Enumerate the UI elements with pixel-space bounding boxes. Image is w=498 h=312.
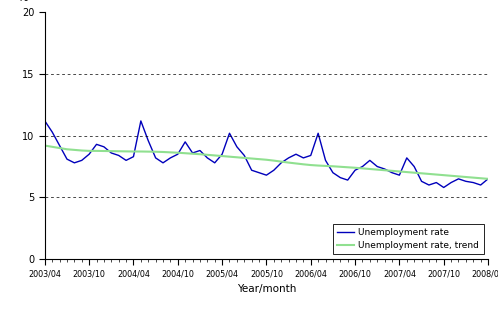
Unemployment rate, trend bbox=[308, 163, 314, 167]
Unemployment rate bbox=[130, 155, 136, 158]
Line: Unemployment rate, trend: Unemployment rate, trend bbox=[45, 146, 488, 179]
Unemployment rate bbox=[278, 161, 284, 165]
Unemployment rate, trend bbox=[42, 144, 48, 148]
Unemployment rate, trend bbox=[278, 160, 284, 163]
Unemployment rate, trend bbox=[485, 177, 491, 181]
Legend: Unemployment rate, Unemployment rate, trend: Unemployment rate, Unemployment rate, tr… bbox=[333, 224, 484, 255]
Unemployment rate bbox=[197, 149, 203, 152]
Line: Unemployment rate: Unemployment rate bbox=[45, 121, 488, 188]
Unemployment rate bbox=[308, 154, 314, 157]
Unemployment rate bbox=[441, 186, 447, 189]
Unemployment rate bbox=[426, 183, 432, 187]
Unemployment rate, trend bbox=[426, 172, 432, 176]
Unemployment rate, trend bbox=[145, 150, 151, 154]
Unemployment rate, trend bbox=[197, 152, 203, 156]
Unemployment rate bbox=[485, 177, 491, 181]
X-axis label: Year/month: Year/month bbox=[237, 284, 296, 294]
Unemployment rate bbox=[145, 139, 151, 143]
Unemployment rate, trend bbox=[130, 150, 136, 154]
Unemployment rate bbox=[42, 119, 48, 123]
Y-axis label: %: % bbox=[17, 0, 28, 2]
